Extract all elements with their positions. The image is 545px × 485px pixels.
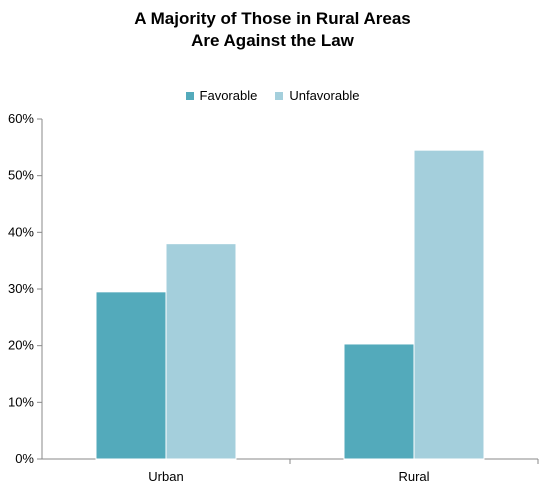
bar-unfavorable-rural [413, 149, 485, 460]
legend-swatch-favorable [185, 91, 194, 100]
y-tick-label: 20% [8, 338, 34, 353]
legend-item-unfavorable: Unfavorable [275, 88, 359, 103]
bar-unfavorable-urban [165, 243, 237, 460]
chart-title: A Majority of Those in Rural Areas Are A… [0, 8, 545, 52]
chart-legend: Favorable Unfavorable [0, 88, 545, 103]
bar-favorable-rural [343, 343, 415, 460]
y-tick-label: 10% [8, 394, 34, 409]
chart-title-line-2: Are Against the Law [191, 31, 354, 50]
x-tick-label: Rural [398, 469, 429, 484]
legend-item-favorable: Favorable [185, 88, 258, 103]
y-tick-label: 60% [8, 111, 34, 126]
x-tick-label: Urban [148, 469, 183, 484]
legend-label-unfavorable: Unfavorable [289, 88, 360, 103]
y-tick-label: 0% [15, 451, 34, 466]
chart-title-line-1: A Majority of Those in Rural Areas [134, 9, 411, 28]
y-tick-label: 50% [8, 168, 34, 183]
y-tick-label: 30% [8, 281, 34, 296]
y-tick-label: 40% [8, 224, 34, 239]
legend-label-favorable: Favorable [199, 88, 258, 103]
legend-swatch-unfavorable [275, 91, 284, 100]
bar-favorable-urban [95, 291, 167, 460]
